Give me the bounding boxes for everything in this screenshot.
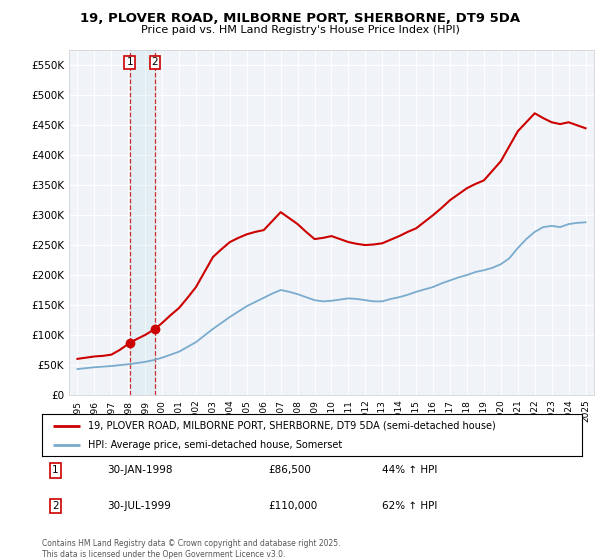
Text: 1: 1 [52,465,59,475]
Text: £86,500: £86,500 [269,465,311,475]
Text: 1: 1 [127,58,133,67]
Bar [130,50,155,395]
Text: 2: 2 [52,501,59,511]
Text: 2: 2 [152,58,158,67]
Text: 44% ↑ HPI: 44% ↑ HPI [382,465,437,475]
Text: 62% ↑ HPI: 62% ↑ HPI [382,501,437,511]
Text: 30-JAN-1998: 30-JAN-1998 [107,465,172,475]
Text: 30-JUL-1999: 30-JUL-1999 [107,501,170,511]
Text: 19, PLOVER ROAD, MILBORNE PORT, SHERBORNE, DT9 5DA: 19, PLOVER ROAD, MILBORNE PORT, SHERBORN… [80,12,520,25]
Text: £110,000: £110,000 [269,501,318,511]
Text: Price paid vs. HM Land Registry's House Price Index (HPI): Price paid vs. HM Land Registry's House … [140,25,460,35]
Text: Contains HM Land Registry data © Crown copyright and database right 2025.
This d: Contains HM Land Registry data © Crown c… [42,539,341,559]
Text: HPI: Average price, semi-detached house, Somerset: HPI: Average price, semi-detached house,… [88,440,342,450]
Text: 19, PLOVER ROAD, MILBORNE PORT, SHERBORNE, DT9 5DA (semi-detached house): 19, PLOVER ROAD, MILBORNE PORT, SHERBORN… [88,421,496,431]
